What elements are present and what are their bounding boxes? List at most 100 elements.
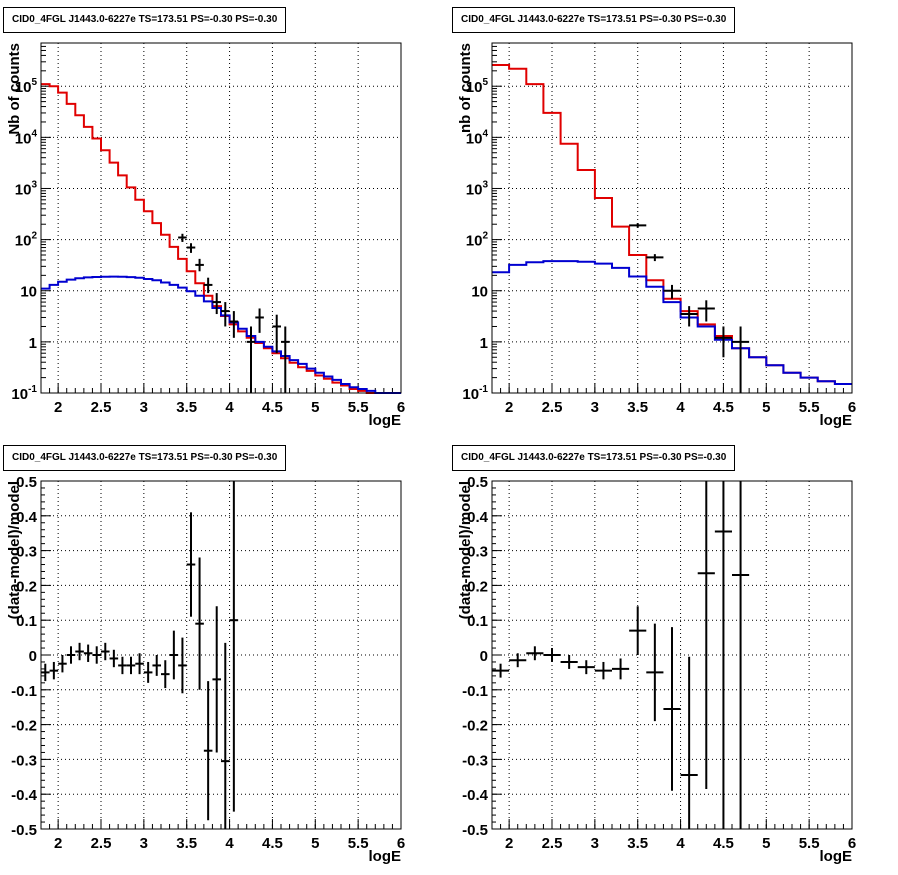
data-point bbox=[714, 326, 732, 358]
residual-point bbox=[58, 655, 67, 673]
y-axis-title: (data-model)/model bbox=[6, 481, 23, 619]
plot-frame bbox=[491, 480, 853, 830]
x-tick-label: 2.5 bbox=[91, 835, 112, 852]
data-point bbox=[732, 326, 750, 393]
y-tick-label: -0.5 bbox=[11, 822, 37, 839]
residual-point bbox=[577, 660, 595, 675]
y-tick-label: -0.2 bbox=[11, 718, 37, 735]
residual-point bbox=[509, 653, 527, 668]
data-layer bbox=[41, 83, 401, 394]
data-point bbox=[195, 258, 204, 272]
residual-point bbox=[109, 649, 119, 668]
y-tick-label: -0.5 bbox=[462, 822, 488, 839]
y-tick-label: -0.4 bbox=[11, 787, 38, 804]
model-total-histogram bbox=[41, 83, 401, 394]
panel-3-title: CID0_4FGL J1443.0-6227e TS=173.51 PS=-0.… bbox=[3, 445, 287, 471]
residual-point bbox=[83, 644, 93, 662]
residual-point bbox=[229, 481, 239, 812]
data-point bbox=[629, 223, 647, 228]
x-tick-label: 5 bbox=[311, 835, 319, 852]
y-tick-label: 0.2 bbox=[467, 578, 488, 595]
residual-point bbox=[143, 661, 153, 683]
residual-point bbox=[594, 661, 612, 680]
x-tick-label: 2 bbox=[54, 399, 62, 416]
residual-point bbox=[714, 481, 732, 829]
x-tick-label: 3.5 bbox=[627, 399, 648, 416]
x-tick-label: 2 bbox=[505, 835, 513, 852]
y-tick-label: 0.4 bbox=[16, 509, 38, 526]
data-layer bbox=[492, 481, 750, 829]
residual-point bbox=[101, 642, 110, 661]
x-tick-label: 2 bbox=[505, 399, 513, 416]
plot-frame bbox=[491, 42, 853, 394]
x-tick-label: 5 bbox=[762, 835, 770, 852]
residual-point bbox=[195, 557, 204, 690]
source-model-histogram bbox=[41, 275, 401, 394]
x-tick-label: 2.5 bbox=[91, 399, 112, 416]
panel-2-title: CID0_4FGL J1443.0-6227e TS=173.51 PS=-0.… bbox=[452, 7, 736, 33]
x-tick-label: 5.5 bbox=[348, 399, 369, 416]
residual-point bbox=[560, 655, 578, 669]
residual-point bbox=[612, 658, 630, 680]
x-tick-label: 4 bbox=[225, 399, 234, 416]
y-tick-label: 102 bbox=[15, 231, 38, 250]
x-tick-label: 6 bbox=[848, 399, 856, 416]
y-tick-label: 104 bbox=[466, 128, 489, 147]
panel-4: -0.5 -0.4 -0.3 -0.2 -0.1 0 0.1 0.2 0.3 0.4 0.5 2 2.5… bbox=[457, 474, 856, 865]
y-tick-label: 0.3 bbox=[467, 544, 488, 561]
y-tick-label: 10-1 bbox=[11, 384, 37, 403]
y-axis-title: nb of counts bbox=[457, 43, 474, 133]
axes: 10-1 1 10 102 103 104 105 2 2.5 3 3.5 4 4.5 5 5.5 6 bbox=[462, 42, 856, 416]
data-layer bbox=[41, 481, 239, 829]
y-tick-label: 0.3 bbox=[16, 544, 37, 561]
y-tick-label: 1 bbox=[480, 335, 488, 352]
y-tick-label: 10 bbox=[471, 284, 488, 301]
data-point bbox=[246, 326, 256, 393]
data-point bbox=[203, 277, 213, 294]
residual-point bbox=[49, 661, 59, 680]
x-tick-label: 3.5 bbox=[627, 835, 648, 852]
plot-frame bbox=[40, 42, 402, 394]
y-tick-label: 105 bbox=[466, 77, 489, 96]
residual-point bbox=[161, 660, 170, 689]
x-tick-label: 5.5 bbox=[799, 399, 820, 416]
x-tick-label: 5.5 bbox=[799, 835, 820, 852]
data-point bbox=[212, 293, 221, 315]
residual-point bbox=[66, 646, 76, 664]
residual-point bbox=[152, 655, 161, 676]
x-tick-label: 3 bbox=[140, 399, 148, 416]
y-tick-label: 10 bbox=[20, 284, 37, 301]
x-tick-label: 5 bbox=[762, 399, 770, 416]
residual-point bbox=[178, 637, 187, 694]
y-tick-label: 105 bbox=[15, 77, 38, 96]
y-tick-label: -0.1 bbox=[11, 683, 37, 700]
y-axis-title: (data-model)/model bbox=[457, 481, 474, 619]
residual-point bbox=[646, 623, 664, 722]
data-point bbox=[697, 300, 715, 322]
y-tick-label: 0.2 bbox=[16, 578, 37, 595]
model-total-histogram bbox=[492, 64, 852, 385]
x-axis-title: logE bbox=[369, 848, 402, 865]
data-point bbox=[229, 311, 239, 338]
y-tick-label: 102 bbox=[466, 231, 489, 250]
data-point bbox=[281, 326, 290, 393]
residual-point bbox=[680, 656, 698, 829]
x-tick-label: 4.5 bbox=[262, 399, 283, 416]
residual-point bbox=[543, 648, 561, 662]
y-tick-label: 0.4 bbox=[467, 509, 489, 526]
y-tick-label: -0.3 bbox=[462, 752, 488, 769]
x-tick-label: 4.5 bbox=[713, 835, 734, 852]
panel-1: 10-1 1 10 102 103 104 105 2 2.5 3 3.5 4 4.5 5 5.5 6logE… bbox=[6, 42, 405, 429]
y-tick-label: 1 bbox=[29, 335, 37, 352]
x-tick-label: 2 bbox=[54, 835, 62, 852]
y-tick-label: -0.2 bbox=[462, 718, 488, 735]
x-tick-label: 3.5 bbox=[176, 835, 197, 852]
panel-3: -0.5 -0.4 -0.3 -0.2 -0.1 0 0.1 0.2 0.3 0.4 0.5 2 2.5… bbox=[6, 474, 405, 865]
panel-2: 10-1 1 10 102 103 104 105 2 2.5 3 3.5 4 4.5 5 5.5 6logE… bbox=[457, 42, 856, 429]
data-point bbox=[255, 308, 264, 333]
residual-point bbox=[663, 627, 681, 791]
panel-4-title: CID0_4FGL J1443.0-6227e TS=173.51 PS=-0.… bbox=[452, 445, 736, 471]
y-tick-label: 0.1 bbox=[467, 613, 488, 630]
y-axis-title: Nb of counts bbox=[6, 43, 23, 135]
